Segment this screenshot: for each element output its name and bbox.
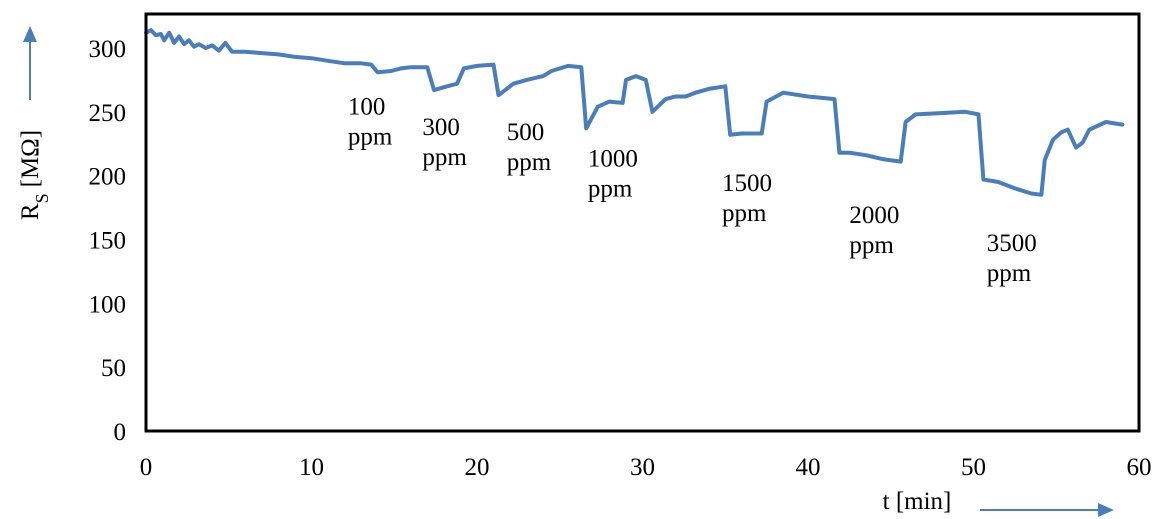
x-tick-label: 10 [299,454,324,481]
concentration-unit: ppm [507,149,552,176]
concentration-unit: ppm [722,200,767,227]
x-tick-labels: 0 10 20 30 40 50 60 [140,454,1152,481]
concentration-unit: ppm [348,123,393,150]
y-tick-label: 100 [89,291,127,318]
concentration-unit: ppm [588,176,633,203]
x-tick-label: 30 [630,454,655,481]
concentration-unit: ppm [849,232,894,259]
y-axis-arrow [23,26,37,100]
x-tick-label: 50 [961,454,986,481]
x-axis-title: t [min] [883,488,952,515]
x-tick-label: 40 [796,454,821,481]
concentration-label: 300 ppm [422,114,467,171]
concentration-value: 3500 [987,230,1037,257]
x-axis-arrow [980,503,1114,517]
y-tick-labels: 0 50 100 150 200 250 300 [89,36,127,446]
y-tick-label: 50 [101,355,126,382]
plot-area-frame [144,12,1141,433]
concentration-value: 300 [422,114,460,141]
y-tick-label: 200 [89,164,127,191]
concentration-label: 1000 ppm [588,146,638,203]
concentration-label: 1500 ppm [722,170,772,227]
concentration-value: 2000 [849,202,899,229]
y-axis-title-sub: S [32,193,52,203]
y-tick-label: 0 [114,419,127,446]
concentration-unit: ppm [987,260,1032,287]
y-tick-label: 300 [89,36,127,63]
concentration-value: 500 [507,119,545,146]
concentration-value: 100 [348,93,386,120]
x-tick-label: 20 [465,454,490,481]
series-line [144,28,1125,197]
x-tick-label: 60 [1127,454,1152,481]
y-tick-label: 250 [89,100,127,127]
concentration-label: 3500 ppm [987,230,1037,287]
concentration-label: 2000 ppm [849,202,899,259]
x-tick-label: 0 [140,454,153,481]
concentration-value: 1500 [722,170,772,197]
concentration-label: 500 ppm [507,119,552,176]
y-tick-label: 150 [89,228,127,255]
y-axis-title: RS [MΩ] [17,130,52,220]
concentration-unit: ppm [422,144,467,171]
concentration-label: 100 ppm [348,93,393,150]
y-axis-title-main: R [17,203,44,220]
y-axis-title-unit: [MΩ] [17,130,44,187]
concentration-value: 1000 [588,146,638,173]
